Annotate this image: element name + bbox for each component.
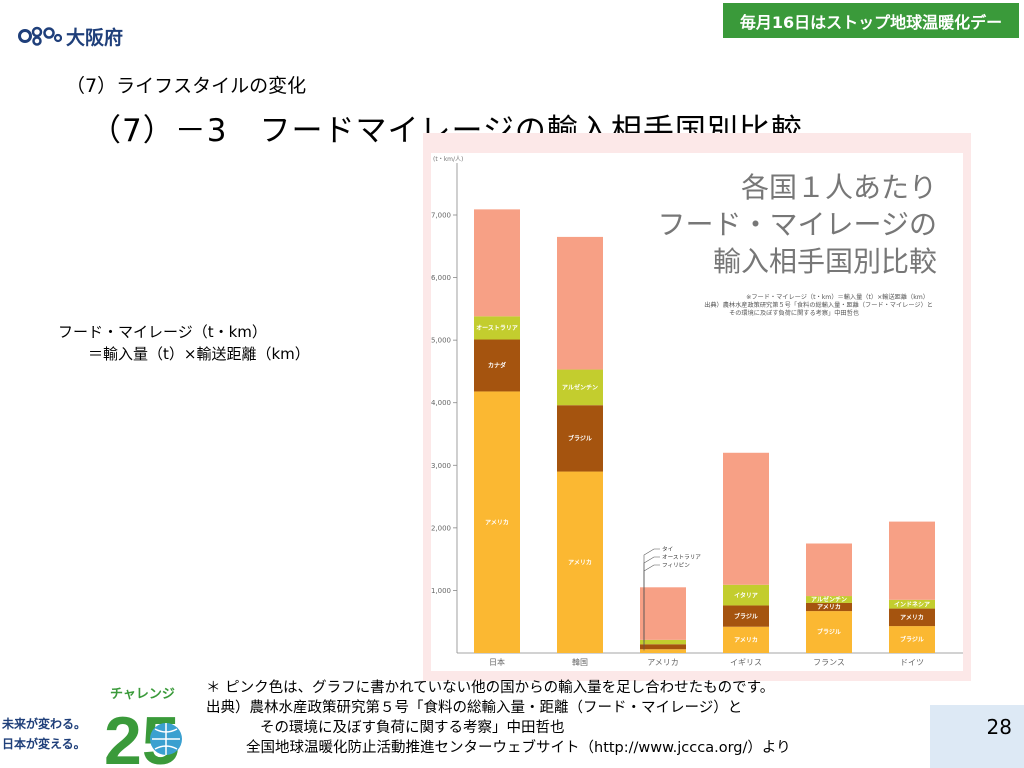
bar-segment [640, 649, 686, 653]
callout-label: タイ [662, 545, 673, 553]
globe-icon [150, 723, 182, 755]
page-number: 28 [986, 715, 1012, 739]
footnote: ＊ ピンク色は、グラフに書かれていない他の国からの輸入量を足し合わせたものです。… [206, 678, 791, 758]
footnote-line-1: ＊ ピンク色は、グラフに書かれていない他の国からの輸入量を足し合わせたものです。 [206, 680, 775, 696]
bar-segment [557, 405, 603, 472]
bar-segment-label: アメリカ [734, 637, 758, 644]
category-label: 日本 [489, 657, 505, 667]
chart-note-line-3: その環境に及ぼす負荷に関する考察」中田哲也 [729, 309, 859, 317]
osaka-logo: 大阪府 [18, 24, 124, 49]
chart-note-line-1: ※フード・マイレージ（t・km）＝輸入量（t）×輸送距離（km） [746, 293, 929, 301]
y-tick-label: 3,000 [431, 462, 451, 470]
callout-label: フィリピン [662, 562, 690, 569]
bar-segment [474, 316, 520, 340]
food-mileage-formula: フード・マイレージ（t・km） ＝輸入量（t）×輸送距離（km） [58, 321, 310, 365]
formula-line-2: ＝輸入量（t）×輸送距離（km） [88, 345, 310, 363]
category-label: イギリス [730, 658, 762, 667]
callout-line [643, 564, 660, 651]
bar-segment [557, 471, 603, 653]
chart-note-line-2: 出典）農林水産政策研究第５号「食料の総輸入量・距離（フード・マイレージ）と [704, 301, 933, 309]
bar-segment [474, 339, 520, 392]
footnote-line-3: その環境に及ぼす負荷に関する考察」中田哲也 [260, 720, 565, 736]
slogan-line-2: 日本が変える。 [2, 736, 86, 751]
bar-segment [723, 584, 769, 606]
chart-title-line-1: 各国１人あたり [741, 171, 937, 204]
chart-note: ※フード・マイレージ（t・km）＝輸入量（t）×輸送距離（km）出典）農林水産政… [704, 293, 933, 317]
y-axis-label: (t・km/人) [433, 156, 463, 163]
bar-segment [806, 602, 852, 612]
section-subtitle: （7）ライフスタイルの変化 [66, 75, 307, 97]
y-tick-label: 2,000 [431, 524, 451, 532]
bar-segment-label: イタリア [734, 591, 758, 599]
bar-segment-label: ブラジル [900, 636, 924, 644]
y-tick-label: 4,000 [431, 399, 451, 407]
bar-segment [723, 626, 769, 653]
chart-title-line-3: 輸入相手国別比較 [713, 245, 937, 278]
x-axis: 日本 韓国 アメリカ イギリス フランス ドイツ [489, 657, 924, 667]
bar-segment-label: ブラジル [817, 628, 841, 636]
org-name: 大阪府 [66, 26, 124, 49]
page-number-box: 28 [930, 705, 1024, 768]
bar-segment [474, 209, 520, 317]
stop-warming-day-banner: 毎月16日はストップ地球温暖化デー [723, 3, 1019, 38]
bar-segment-label: カナダ [488, 362, 506, 370]
bar-segment-label: アルゼンチン [562, 384, 598, 392]
bar-segment [557, 369, 603, 406]
bar-segment-label: ブラジル [568, 435, 592, 443]
y-tick-label: 7,000 [431, 212, 451, 220]
bar-segment-label: アルゼンチン [811, 596, 847, 604]
challenge-25-logo: チャレンジ 未来が変わる。 日本が変える。 25 [1, 686, 182, 768]
bar-segment [889, 599, 935, 609]
bar-segment-label: アメリカ [485, 519, 509, 526]
bar-segment [557, 236, 603, 370]
bar-segment [474, 391, 520, 653]
bar-segment [640, 644, 686, 650]
y-tick-label: 6,000 [431, 274, 451, 282]
bar-segment [889, 626, 935, 653]
slogan-line-1: 未来が変わる。 [1, 716, 86, 731]
bar-segment-label: オーストラリア [476, 325, 518, 332]
category-label: フランス [813, 658, 845, 667]
y-tick-label: 1,000 [431, 587, 451, 595]
bar-segment [806, 543, 852, 597]
bar-segment [640, 587, 686, 640]
footnote-line-2: 出典）農林水産政策研究第５号「食料の総輸入量・距離（フード・マイレージ）と [206, 700, 743, 716]
bar-segment-label: アメリカ [817, 604, 841, 611]
bar-segment [723, 452, 769, 585]
y-tick-label: 5,000 [431, 337, 451, 345]
bars: アメリカカナダオーストラリアアメリカブラジルアルゼンチンアメリカブラジルイタリア… [474, 209, 935, 653]
chart-title-line-2: フード・マイレージの [658, 208, 937, 241]
callout-label: オーストラリア [662, 554, 701, 561]
category-label: ドイツ [900, 658, 924, 667]
bar-segment-label: インドネシア [894, 600, 930, 608]
bar-segment [889, 608, 935, 627]
formula-line-1: フード・マイレージ（t・km） [58, 323, 267, 341]
category-label: アメリカ [647, 658, 679, 667]
bar-segment-label: アメリカ [568, 559, 592, 566]
bar-segment [806, 611, 852, 653]
category-label: 韓国 [572, 657, 588, 667]
bar-segment [723, 605, 769, 627]
y-axis: (t・km/人) 1,000 2,000 3,000 4,000 5,000 6,000 7,… [431, 156, 963, 654]
osaka-emblem-icon [18, 26, 62, 46]
bar-segment [889, 521, 935, 600]
bar-segment-label: ブラジル [734, 612, 758, 620]
bar-segment [806, 596, 852, 603]
bar-segment-label: アメリカ [900, 615, 924, 622]
challenge-label: チャレンジ [110, 686, 175, 701]
footnote-line-4: 全国地球温暖化防止活動推進センターウェブサイト（http://www.jccca… [246, 740, 791, 756]
bar-segment [640, 639, 686, 645]
